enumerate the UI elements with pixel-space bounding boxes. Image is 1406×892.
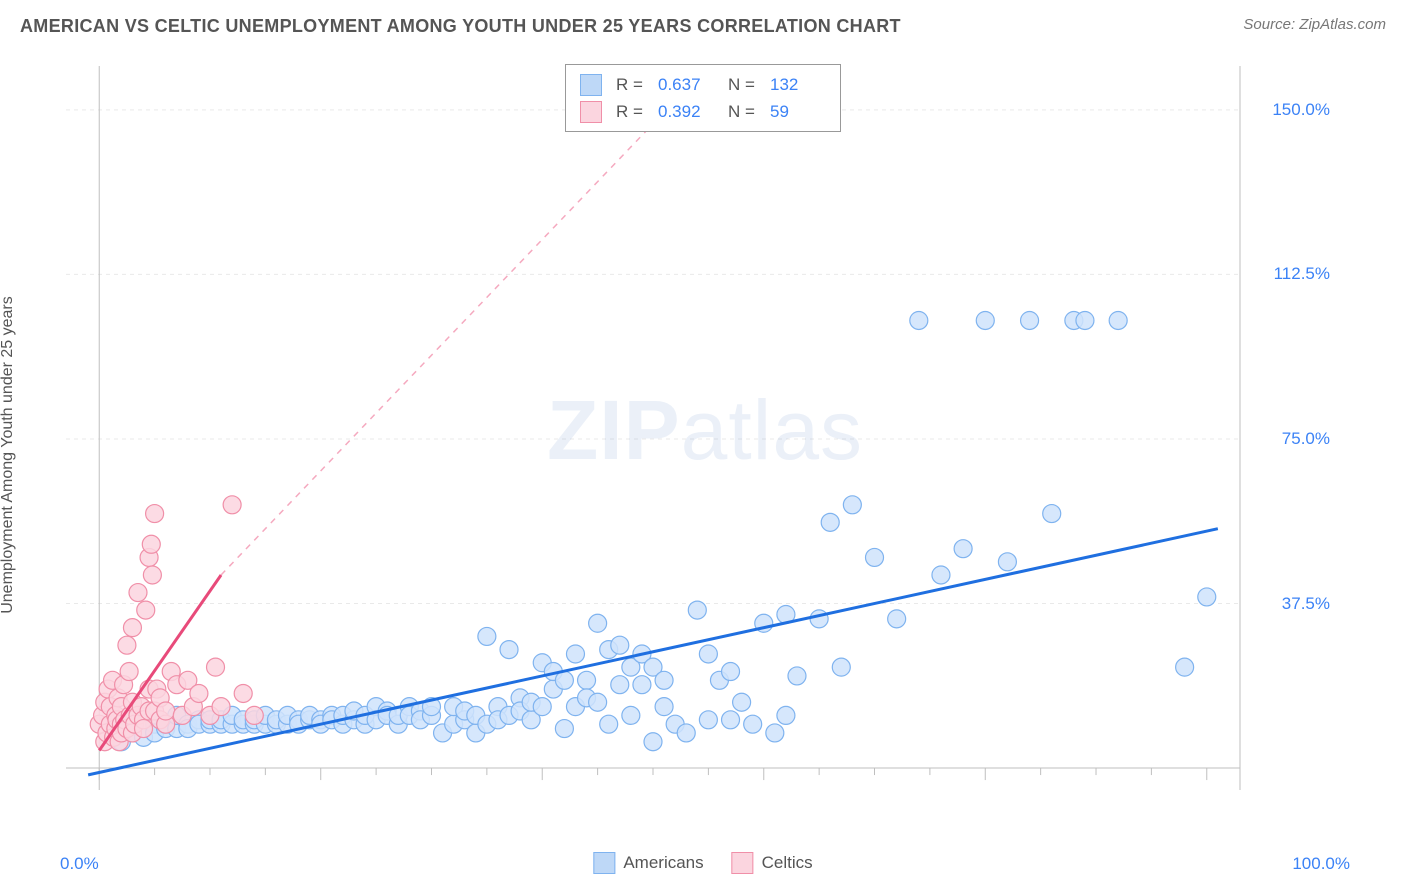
legend-item: Americans: [593, 852, 703, 874]
legend-swatch: [732, 852, 754, 874]
legend-r-label: R =: [616, 98, 644, 125]
source-label: Source:: [1243, 16, 1299, 33]
legend-label: Celtics: [762, 853, 813, 873]
legend-item: Celtics: [732, 852, 813, 874]
chart-title: AMERICAN VS CELTIC UNEMPLOYMENT AMONG YO…: [20, 16, 901, 37]
legend-swatch: [593, 852, 615, 874]
legend-swatch: [580, 74, 602, 96]
legend-stat-row: R = 0.392 N = 59: [580, 98, 826, 125]
source-attribution: Source: ZipAtlas.com: [1243, 16, 1386, 33]
x-axis-min-label: 0.0%: [60, 854, 99, 874]
legend-n-value: 132: [770, 71, 826, 98]
legend-n-label: N =: [728, 98, 756, 125]
legend-stat-row: R = 0.637 N = 132: [580, 71, 826, 98]
legend-n-label: N =: [728, 71, 756, 98]
y-tick-label: 112.5%: [1274, 264, 1330, 284]
legend-r-label: R =: [616, 71, 644, 98]
legend-swatch: [580, 101, 602, 123]
correlation-legend: R = 0.637 N = 132 R = 0.392 N = 59: [565, 64, 841, 132]
y-tick-label: 37.5%: [1282, 594, 1330, 614]
legend-r-value: 0.392: [658, 98, 714, 125]
legend-r-value: 0.637: [658, 71, 714, 98]
y-tick-label: 150.0%: [1272, 100, 1330, 120]
source-link[interactable]: ZipAtlas.com: [1299, 16, 1386, 33]
legend-n-value: 59: [770, 98, 826, 125]
legend-label: Americans: [623, 853, 703, 873]
y-axis-label: Unemployment Among Youth under 25 years: [0, 296, 17, 614]
scatter-chart: [60, 60, 1350, 820]
series-legend: Americans Celtics: [593, 852, 812, 874]
chart-area: ZIPatlas 37.5%75.0%112.5%150.0%: [60, 60, 1350, 820]
x-axis-max-label: 100.0%: [1292, 854, 1350, 874]
y-tick-label: 75.0%: [1282, 429, 1330, 449]
